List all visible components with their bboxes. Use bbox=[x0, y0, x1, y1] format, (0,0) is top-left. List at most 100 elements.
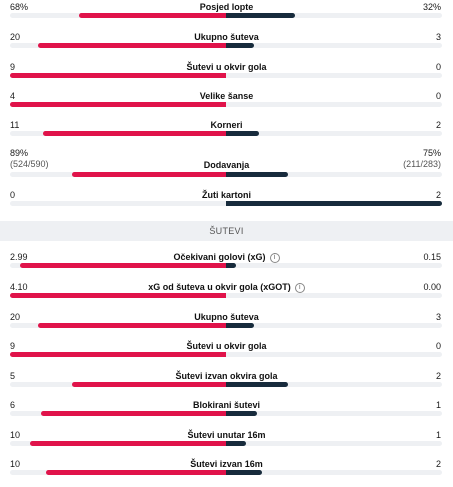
stat-label-text: Šutevi u okvir gola bbox=[186, 62, 267, 72]
home-value: 0 bbox=[10, 190, 16, 200]
away-bar bbox=[226, 263, 237, 268]
stat-row-posjed-lopte: 68% 32% Posjed lopte bbox=[0, 2, 453, 30]
home-value: 20 bbox=[10, 312, 21, 322]
comparison-bar bbox=[10, 102, 442, 107]
home-value: 9 bbox=[10, 62, 16, 72]
stat-label: Šutevi u okvir gola bbox=[0, 341, 453, 351]
stat-label-text: Blokirani šutevi bbox=[192, 400, 261, 410]
section-header-shots: ŠUTEVI bbox=[0, 221, 453, 241]
stat-label-text: Dodavanja bbox=[203, 160, 250, 170]
away-value: 0 bbox=[435, 62, 441, 72]
away-value: 0.00 bbox=[423, 282, 441, 292]
home-value: 6 bbox=[10, 400, 16, 410]
comparison-bar bbox=[10, 411, 442, 416]
stat-label: Ukupno šuteva bbox=[0, 32, 453, 42]
home-bar bbox=[29, 441, 226, 446]
stat-row-sutevi-unutar-16m: 10 1 Šutevi unutar 16m bbox=[0, 430, 453, 458]
home-value: 20 bbox=[10, 32, 21, 42]
home-value: 10 bbox=[10, 459, 21, 469]
away-bar bbox=[226, 382, 288, 387]
stat-label: xG od šuteva u okvir gola (xGOT) i bbox=[0, 282, 453, 293]
stat-label: Očekivani golovi (xG) i bbox=[0, 252, 453, 263]
stat-label-text: Ukupno šuteva bbox=[194, 312, 259, 322]
stat-label: Korneri bbox=[0, 120, 453, 130]
section-title: ŠUTEVI bbox=[209, 226, 244, 236]
home-bar bbox=[71, 382, 226, 387]
away-value: 0 bbox=[435, 91, 441, 101]
stat-row-zuti-kartoni: 0 2 Žuti kartoni bbox=[0, 190, 453, 218]
stat-row-sutevi-izvan-16m: 10 2 Šutevi izvan 16m bbox=[0, 459, 453, 487]
stat-label-text: Ukupno šuteva bbox=[194, 32, 259, 42]
stat-label-text: Velike šanse bbox=[199, 91, 254, 101]
away-value: 2 bbox=[435, 459, 441, 469]
home-value: 5 bbox=[10, 371, 16, 381]
home-bar bbox=[38, 43, 226, 48]
stat-label: Žuti kartoni bbox=[0, 190, 453, 200]
home-bar bbox=[38, 323, 226, 328]
away-value: 3 bbox=[435, 32, 441, 42]
home-value: 2.99 bbox=[10, 252, 28, 262]
comparison-bar bbox=[10, 352, 442, 357]
stat-row-sutevi-izvan-okvira-gola: 5 2 Šutevi izvan okvira gola bbox=[0, 371, 453, 399]
stat-label-text: Šutevi izvan okvira gola bbox=[175, 371, 278, 381]
home-bar bbox=[40, 411, 226, 416]
away-bar bbox=[226, 43, 255, 48]
home-bar bbox=[10, 73, 226, 78]
away-value: 2 bbox=[435, 120, 441, 130]
comparison-bar bbox=[10, 13, 442, 18]
away-bar bbox=[226, 411, 257, 416]
away-value: 2 bbox=[435, 190, 441, 200]
away-subvalue: (211/283) bbox=[403, 159, 441, 169]
stat-label-text: Očekivani golovi (xG) bbox=[173, 252, 266, 262]
stat-row-ukupno-suteva: 20 3 Ukupno šuteva bbox=[0, 32, 453, 60]
stat-label: Šutevi izvan 16m bbox=[0, 459, 453, 469]
home-bar bbox=[43, 131, 226, 136]
away-value: 1 bbox=[435, 400, 441, 410]
stat-label-text: Žuti kartoni bbox=[202, 190, 251, 200]
home-bar bbox=[20, 263, 226, 268]
stat-row-ukupno-suteva: 20 3 Ukupno šuteva bbox=[0, 312, 453, 340]
stat-row-ocekivani-golovi-xg: 2.99 0.15 Očekivani golovi (xG) i bbox=[0, 252, 453, 280]
stat-label-text: xG od šuteva u okvir gola (xGOT) bbox=[148, 282, 291, 292]
comparison-bar bbox=[10, 201, 442, 206]
stat-label: Blokirani šutevi bbox=[0, 400, 453, 410]
stat-label-text: Šutevi unutar 16m bbox=[187, 430, 266, 440]
home-bar bbox=[79, 13, 226, 18]
away-bar bbox=[226, 470, 262, 475]
away-value: 2 bbox=[435, 371, 441, 381]
home-value: 89% bbox=[10, 148, 29, 158]
home-subvalue: (524/590) bbox=[10, 159, 49, 169]
comparison-bar bbox=[10, 43, 442, 48]
stat-label: Šutevi unutar 16m bbox=[0, 430, 453, 440]
home-value: 68% bbox=[10, 2, 29, 12]
stat-label-text: Posjed lopte bbox=[199, 2, 254, 12]
away-value: 0.15 bbox=[423, 252, 441, 262]
stat-label-text: Šutevi u okvir gola bbox=[186, 341, 267, 351]
home-value: 10 bbox=[10, 430, 21, 440]
stat-label-text: Šutevi izvan 16m bbox=[190, 459, 263, 469]
comparison-bar bbox=[10, 470, 442, 475]
stat-label: Posjed lopte bbox=[0, 2, 453, 12]
stat-row-velike-sanse: 4 0 Velike šanse bbox=[0, 91, 453, 119]
stat-label: Velike šanse bbox=[0, 91, 453, 101]
away-bar bbox=[226, 441, 246, 446]
home-bar bbox=[46, 470, 226, 475]
away-value: 32% bbox=[422, 2, 441, 12]
away-bar bbox=[226, 13, 296, 18]
home-value: 4 bbox=[10, 91, 16, 101]
comparison-bar bbox=[10, 323, 442, 328]
comparison-bar bbox=[10, 382, 442, 387]
home-value: 4.10 bbox=[10, 282, 28, 292]
info-icon[interactable]: i bbox=[269, 252, 280, 263]
comparison-bar bbox=[10, 263, 442, 268]
home-bar bbox=[10, 352, 226, 357]
info-icon[interactable]: i bbox=[294, 282, 305, 293]
stat-row-sutevi-u-okvir-gola: 9 0 Šutevi u okvir gola bbox=[0, 62, 453, 90]
home-value: 9 bbox=[10, 341, 16, 351]
away-value: 75% bbox=[422, 148, 441, 158]
away-value: 0 bbox=[435, 341, 441, 351]
home-value: 11 bbox=[10, 120, 20, 130]
stat-row-sutevi-u-okvir-gola: 9 0 Šutevi u okvir gola bbox=[0, 341, 453, 369]
home-bar bbox=[10, 102, 226, 107]
comparison-bar bbox=[10, 131, 442, 136]
